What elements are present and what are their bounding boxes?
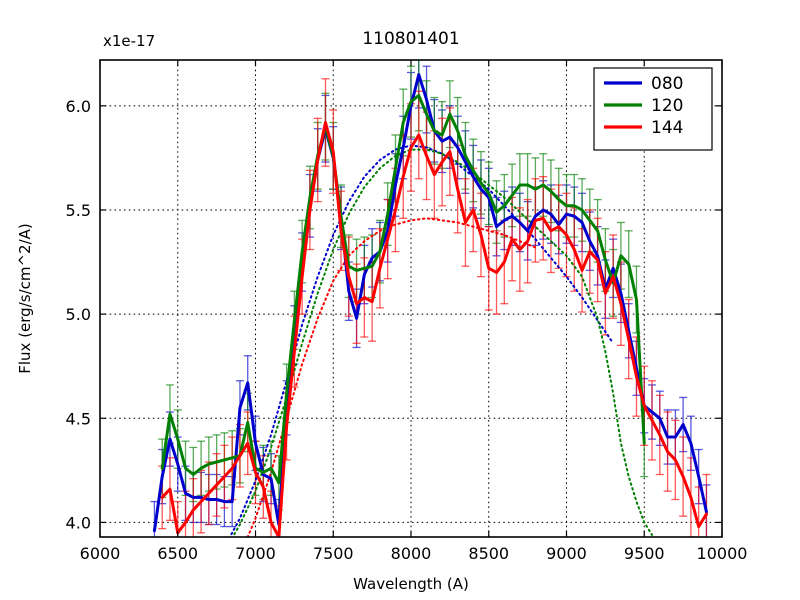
- ytick-label: 4.5: [66, 409, 91, 428]
- xtick-label: 6000: [80, 544, 121, 563]
- xtick-label: 8500: [468, 544, 509, 563]
- ytick-label: 5.5: [66, 201, 91, 220]
- data-group: [150, 60, 711, 537]
- xtick-label: 7500: [313, 544, 354, 563]
- ytick-label: 5.0: [66, 305, 91, 324]
- series-line-080: [152, 73, 708, 533]
- model-curve-080-model: [228, 144, 615, 537]
- ytick-label: 6.0: [66, 97, 91, 116]
- xtick-label: 10000: [697, 544, 748, 563]
- series-line-144: [160, 120, 708, 537]
- x-axis-label: Wavelength (A): [353, 575, 469, 593]
- legend-label-120: 120: [651, 96, 683, 116]
- y-axis-label: Flux (erg/s/cm^2/A): [16, 223, 34, 374]
- xtick-label: 8000: [391, 544, 432, 563]
- model-curve-120-model: [231, 148, 654, 537]
- xtick-label: 9500: [624, 544, 665, 563]
- y-offset-label: x1e-17: [103, 32, 155, 50]
- xtick-label: 9000: [546, 544, 587, 563]
- series-line-120: [160, 93, 646, 485]
- xtick-label: 7000: [235, 544, 276, 563]
- axes-group: 6000 6500 7000 7500 8000 8500 9000 9500 10000 4.0…: [66, 59, 748, 563]
- xtick-label: 6500: [157, 544, 198, 563]
- legend-box: [593, 67, 713, 151]
- legend-label-080: 080: [651, 74, 683, 94]
- legend-label-144: 144: [651, 118, 683, 138]
- ytick-label: 4.0: [66, 513, 91, 532]
- chart-title: 110801401: [362, 29, 459, 49]
